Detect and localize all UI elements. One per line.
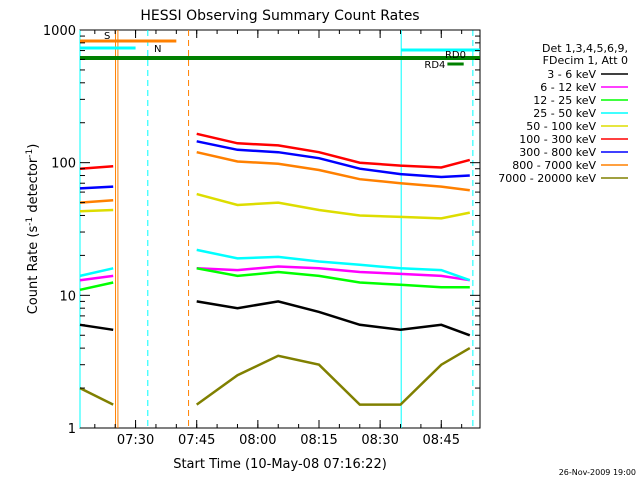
legend: Det 1,3,4,5,6,9,FDecim 1, Att 03 - 6 keV… [498,42,628,185]
flag-label: N [154,44,161,55]
x-tick-label: 08:00 [239,433,276,448]
legend-header: Det 1,3,4,5,6,9, [542,42,628,55]
y-axis: 1 10 100 1000 [43,24,480,437]
flag-label: S [104,31,110,42]
x-tick-label: 08:15 [300,433,337,448]
legend-label: 3 - 6 keV [547,68,596,81]
series-line [79,265,470,282]
series-line [79,150,470,204]
series-line [79,132,471,170]
series-line [79,192,471,220]
x-tick-label: 08:45 [423,433,460,448]
marker-lines [79,30,474,428]
series-line [79,347,471,406]
series-line [79,300,471,337]
legend-label: 7000 - 20000 keV [498,172,596,185]
series-lines [79,132,471,406]
y-axis-label: Count Rate (s-1 detector-1) [25,144,41,315]
flag-label: RD4 [424,60,445,71]
legend-label: 800 - 7000 keV [512,159,596,172]
series-line [79,248,471,282]
x-tick-label: 07:45 [178,433,215,448]
x-tick-label: 08:30 [361,433,398,448]
plot-frame [79,29,481,429]
legend-label: 100 - 300 keV [519,133,596,146]
x-axis: 07:30 07:45 08:00 08:15 08:30 08:45 [94,30,463,448]
series-line [79,140,470,190]
legend-header: FDecim 1, Att 0 [543,54,628,67]
flag-label: RD0 [445,50,466,61]
footer-timestamp: 26-Nov-2009 19:00 [559,468,636,477]
x-axis-label: Start Time (10-May-08 07:16:22) [173,457,387,472]
legend-label: 6 - 12 keV [540,81,596,94]
chart-title: HESSI Observing Summary Count Rates [140,8,419,24]
y-tick-label: 10 [59,289,76,304]
y-tick-label: 1000 [43,24,76,39]
y-tick-label: 100 [51,157,76,172]
series-line [79,267,470,292]
legend-label: 12 - 25 keV [533,94,596,107]
x-tick-label: 07:30 [117,433,154,448]
y-tick-label: 1 [68,422,76,437]
legend-label: 300 - 800 keV [519,146,596,159]
legend-label: 50 - 100 keV [526,120,596,133]
legend-label: 25 - 50 keV [533,107,596,120]
